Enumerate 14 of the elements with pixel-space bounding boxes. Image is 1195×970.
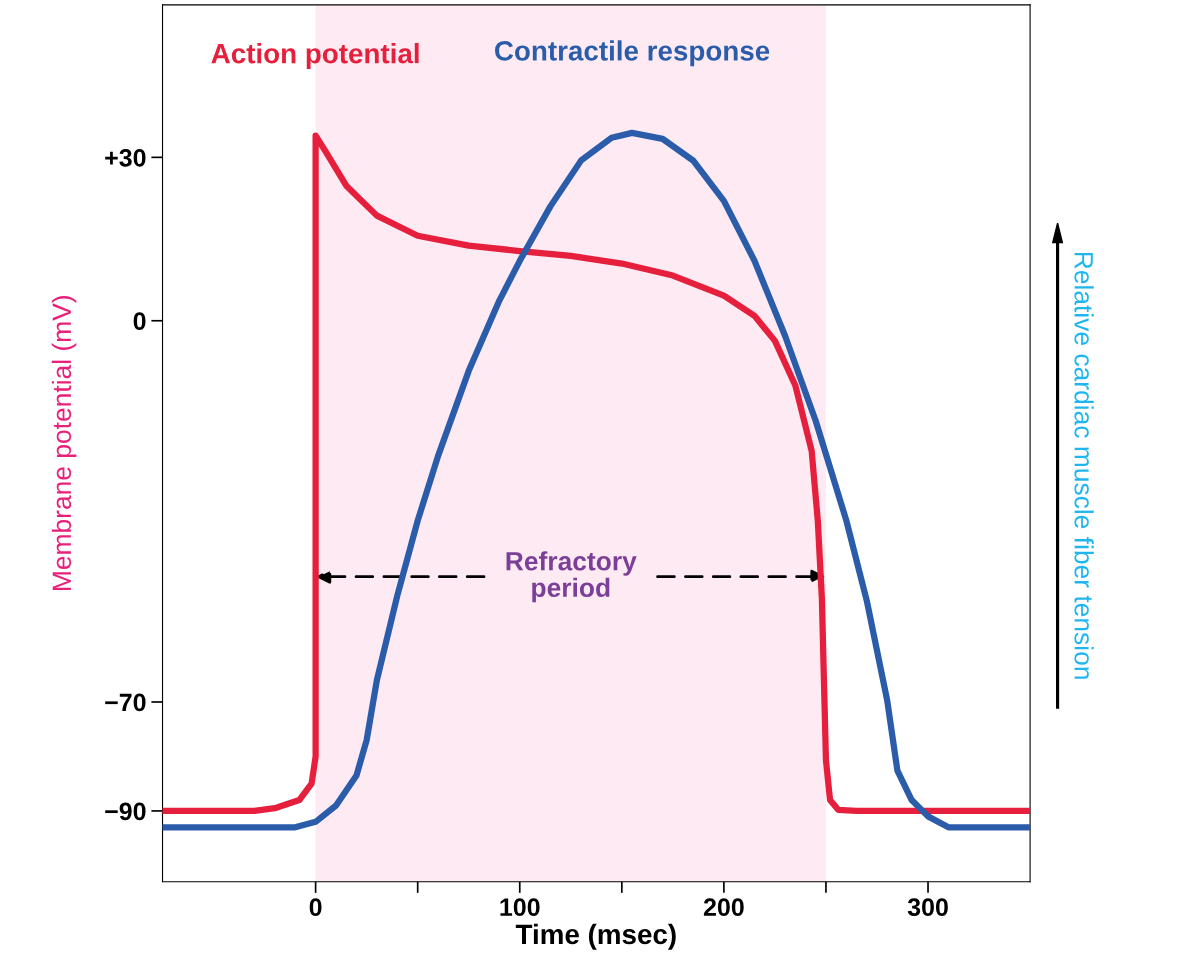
text: Contractile response	[495, 40, 770, 67]
y-tick-label: 0	[133, 312, 146, 331]
y-tick-label: −90	[105, 802, 146, 821]
text: Action potential	[211, 43, 419, 69]
x-tick-label: 200	[703, 898, 744, 917]
annotation: Refractory period	[506, 551, 637, 603]
x-tick-label: 100	[500, 898, 540, 917]
y-axis-title: Membrane potential (mV)	[51, 296, 77, 590]
x-tick-label: 300	[907, 898, 948, 917]
x-axis-title: Time (msec)	[515, 923, 676, 950]
y-tick-label: −70	[105, 693, 146, 712]
y2-axis-title: Relative cardiac muscle fiber tension	[1074, 252, 1094, 679]
x-tick-label: 0	[309, 898, 322, 917]
y-tick-label: +30	[105, 148, 146, 167]
